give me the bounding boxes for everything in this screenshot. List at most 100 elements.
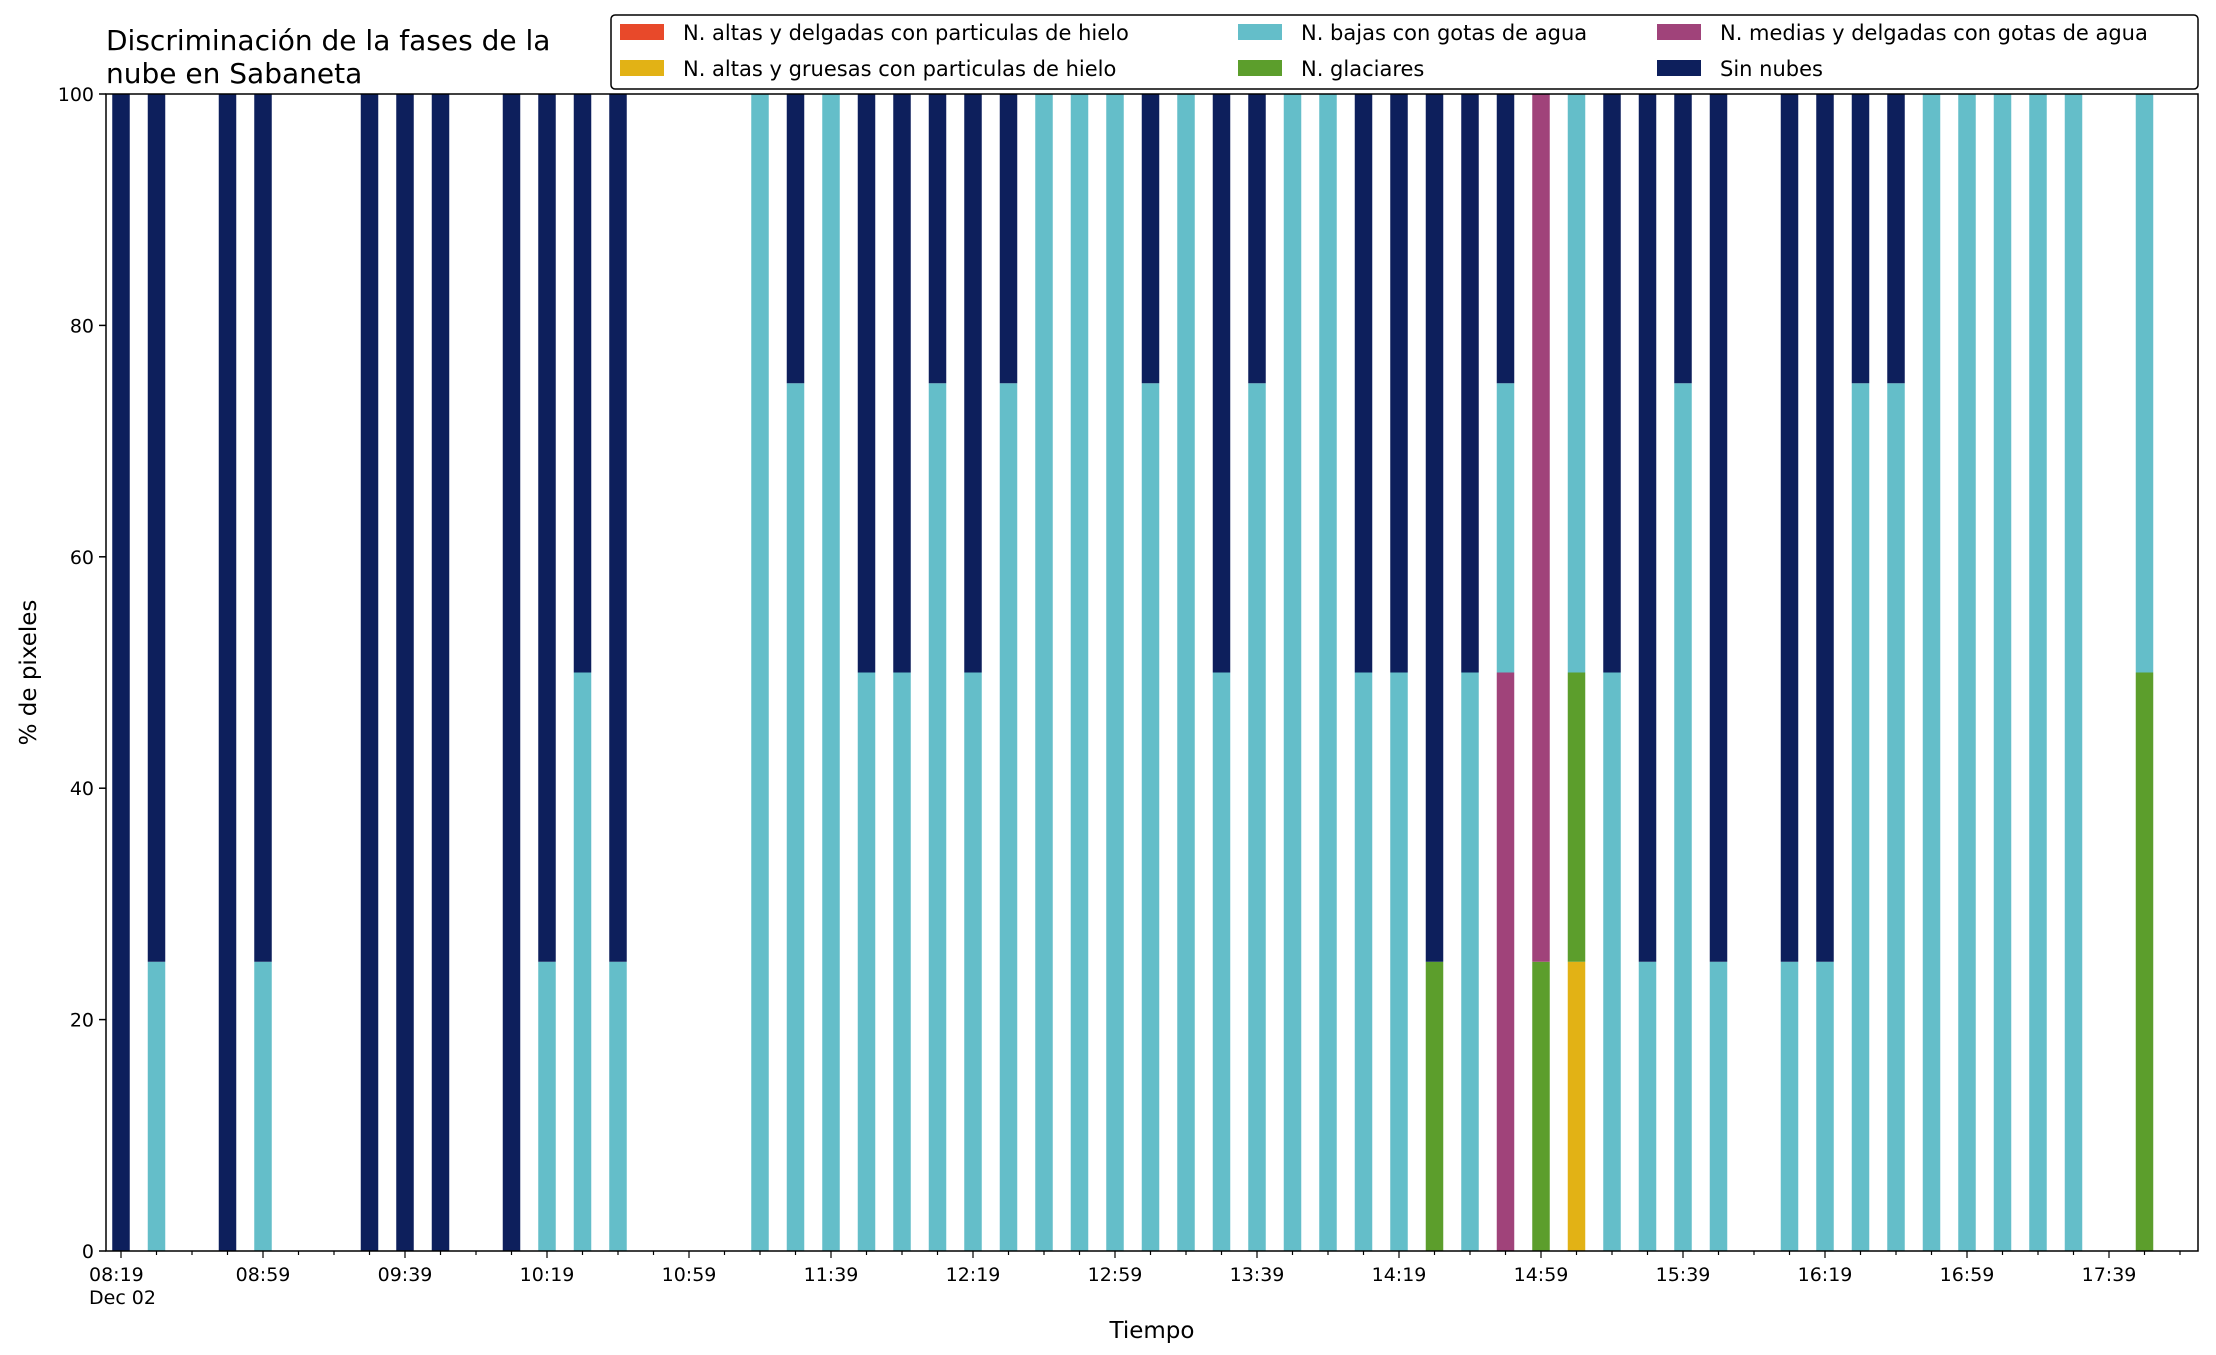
legend-swatch-medias_delgadas	[1657, 24, 1701, 40]
x-axis-title: Tiempo	[1109, 1318, 1195, 1344]
bar-segment-sin_nubes-slot-22	[893, 94, 911, 673]
bar-segment-sin_nubes-slot-49	[1851, 94, 1870, 384]
bar-segment-sin_nubes-slot-42	[1603, 94, 1621, 673]
bar-segment-bajas_agua-slot-44	[1674, 383, 1692, 1251]
x-tick-label-52: 16:59	[1940, 1264, 1995, 1286]
legend: N. altas y delgadas con particulas de hi…	[610, 14, 2199, 90]
x-tick-label-44: 15:39	[1656, 1264, 1711, 1286]
bar-segment-bajas_agua-slot-19	[786, 383, 805, 1251]
bar-segment-bajas_agua-slot-52	[1958, 94, 1976, 1251]
bar-segment-sin_nubes-slot-3	[218, 94, 237, 1251]
bar-segment-bajas_agua-slot-38	[1461, 672, 1479, 1251]
legend-frame	[610, 14, 2199, 90]
y-tick-label-40: 40	[70, 778, 94, 800]
bar-segment-altas_gruesas-slot-41	[1567, 961, 1586, 1251]
bar-segment-bajas_agua-slot-32	[1248, 383, 1266, 1251]
bar-segment-bajas_agua-slot-1	[147, 961, 166, 1251]
bar-segment-bajas_agua-slot-55	[2064, 94, 2083, 1251]
bars	[112, 94, 2154, 1251]
bar-segment-bajas_agua-slot-27	[1070, 94, 1089, 1251]
x-tick-label-12: 10:19	[520, 1264, 575, 1286]
bar-segment-sin_nubes-slot-1	[147, 94, 166, 962]
bar-segment-bajas_agua-slot-51	[1922, 94, 1941, 1251]
bar-segment-bajas_agua-slot-21	[857, 672, 876, 1251]
legend-label-bajas_agua: N. bajas con gotas de agua	[1301, 21, 1587, 45]
bar-segment-sin_nubes-slot-7	[360, 94, 379, 1251]
plot-frame	[105, 93, 2199, 1252]
bar-segment-bajas_agua-slot-41	[1567, 94, 1586, 673]
x-tick-label-56: 17:39	[2082, 1264, 2137, 1286]
legend-label-medias_delgadas: N. medias y delgadas con gotas de agua	[1720, 21, 2148, 45]
bar-segment-sin_nubes-slot-37	[1425, 94, 1444, 962]
bar-segment-sin_nubes-slot-29	[1141, 94, 1160, 384]
y-tick-label-100: 100	[58, 84, 94, 106]
x-tick-label-0: 08:19	[89, 1264, 144, 1286]
bar-segment-sin_nubes-slot-31	[1212, 94, 1231, 673]
bar-segment-bajas_agua-slot-33	[1283, 94, 1302, 1251]
bar-segment-bajas_agua-slot-50	[1887, 383, 1905, 1251]
bar-segment-bajas_agua-slot-13	[573, 672, 592, 1251]
y-axis: 0 20 40 60 80 100	[58, 84, 106, 1263]
bar-segment-sin_nubes-slot-32	[1248, 94, 1266, 384]
y-tick-label-80: 80	[70, 315, 94, 337]
bar-segment-sin_nubes-slot-47	[1780, 94, 1799, 962]
x-tick-label-36: 14:19	[1372, 1264, 1427, 1286]
bar-segment-sin_nubes-slot-8	[396, 94, 414, 1251]
x-tick-label-28: 12:59	[1088, 1264, 1143, 1286]
legend-swatch-altas_gruesas	[620, 60, 664, 76]
bar-segment-sin_nubes-slot-44	[1674, 94, 1692, 384]
bar-segment-sin_nubes-slot-0	[112, 94, 130, 1251]
bar-segment-sin_nubes-slot-12	[538, 94, 556, 962]
legend-swatch-altas_delgadas	[620, 24, 664, 40]
x-tick-label-20: 11:39	[804, 1264, 859, 1286]
bar-segment-bajas_agua-slot-54	[2029, 94, 2047, 1251]
legend-swatch-bajas_agua	[1238, 24, 1282, 40]
y-tick-label-60: 60	[70, 547, 94, 569]
x-tick-label-4: 08:59	[236, 1264, 291, 1286]
bar-segment-glaciares-slot-57	[2135, 672, 2154, 1251]
x-tick-label-16: 10:59	[662, 1264, 717, 1286]
bar-segment-sin_nubes-slot-21	[857, 94, 876, 673]
bar-segment-bajas_agua-slot-35	[1354, 672, 1373, 1251]
bar-segment-bajas_agua-slot-25	[999, 383, 1018, 1251]
x-tick-label-48: 16:19	[1798, 1264, 1853, 1286]
bar-segment-bajas_agua-slot-36	[1390, 672, 1408, 1251]
bar-segment-sin_nubes-slot-14	[609, 94, 627, 962]
bar-segment-bajas_agua-slot-48	[1816, 961, 1834, 1251]
bar-segment-sin_nubes-slot-25	[999, 94, 1018, 384]
bar-segment-sin_nubes-slot-13	[573, 94, 592, 673]
bar-segment-bajas_agua-slot-49	[1851, 383, 1870, 1251]
bar-segment-bajas_agua-slot-20	[822, 94, 840, 1251]
x-tick-label-24: 12:19	[946, 1264, 1001, 1286]
bar-segment-sin_nubes-slot-45	[1709, 94, 1728, 962]
bar-segment-sin_nubes-slot-48	[1816, 94, 1834, 962]
x-tick-label-40: 14:59	[1514, 1264, 1569, 1286]
legend-label-sin_nubes: Sin nubes	[1720, 57, 1823, 81]
bar-segment-bajas_agua-slot-26	[1035, 94, 1053, 1251]
x-tick-label-8: 09:39	[378, 1264, 433, 1286]
bar-segment-bajas_agua-slot-42	[1603, 672, 1621, 1251]
y-tick-label-20: 20	[70, 1010, 94, 1032]
bar-segment-sin_nubes-slot-38	[1461, 94, 1479, 673]
bar-segment-glaciares-slot-40	[1532, 961, 1550, 1251]
bar-segment-sin_nubes-slot-43	[1638, 94, 1657, 962]
bar-segment-bajas_agua-slot-57	[2135, 94, 2154, 673]
bar-segment-bajas_agua-slot-45	[1709, 961, 1728, 1251]
bar-segment-sin_nubes-slot-39	[1496, 94, 1515, 384]
bar-segment-sin_nubes-slot-4	[254, 94, 272, 962]
legend-swatch-glaciares	[1238, 60, 1282, 76]
bar-segment-bajas_agua-slot-14	[609, 961, 627, 1251]
chart-title: Discriminación de la fases de la nube en…	[106, 24, 550, 90]
bar-segment-bajas_agua-slot-31	[1212, 672, 1231, 1251]
bar-segment-glaciares-slot-37	[1425, 961, 1444, 1251]
x-tick-sublabel-0: Dec 02	[89, 1287, 156, 1309]
bar-segment-bajas_agua-slot-47	[1780, 961, 1799, 1251]
bar-segment-bajas_agua-slot-43	[1638, 961, 1657, 1251]
legend-label-altas_gruesas: N. altas y gruesas con particulas de hie…	[683, 57, 1116, 81]
bar-segment-sin_nubes-slot-36	[1390, 94, 1408, 673]
bar-segment-bajas_agua-slot-34	[1319, 94, 1337, 1251]
bar-segment-medias_delgadas-slot-40	[1532, 94, 1550, 962]
